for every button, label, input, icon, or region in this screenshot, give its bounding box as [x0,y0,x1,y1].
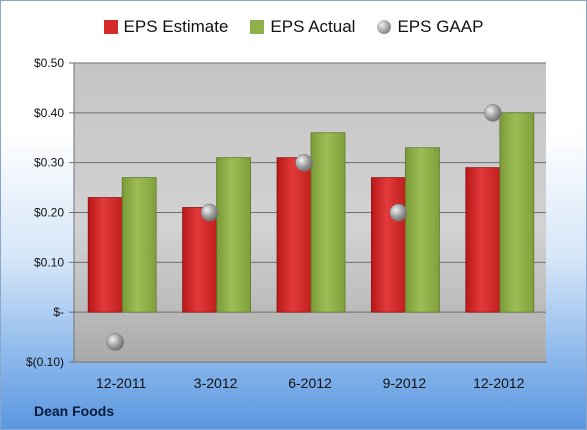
x-tick-label: 12-2011 [96,375,147,391]
bar-eps-actual [310,132,346,313]
bar-eps-actual [499,112,535,313]
y-tick-label: $(0.10) [26,355,64,369]
legend-swatch-eps-estimate [103,20,118,34]
bar-eps-estimate [370,177,406,313]
bar-eps-estimate [87,197,123,313]
bar-eps-estimate [276,157,312,313]
bar-eps-actual [216,157,252,313]
legend-swatch-eps-actual [250,20,265,34]
bar-eps-estimate [465,167,501,313]
bar-eps-actual [121,177,157,313]
legend-item-eps-estimate: EPS Estimate [103,17,229,37]
x-tick-label: 6-2012 [288,375,332,391]
legend-label-eps-gaap: EPS GAAP [397,17,484,36]
y-tick-label: $0.10 [34,255,64,269]
legend-label-eps-estimate: EPS Estimate [123,17,229,36]
marker-eps-gaap [106,333,124,351]
y-tick-label: $0.30 [34,156,64,170]
x-tick-label: 9-2012 [383,375,427,391]
legend-marker-eps-gaap [377,20,392,34]
legend: EPS Estimate EPS Actual EPS GAAP [1,17,586,37]
marker-eps-gaap [484,104,502,122]
y-tick-label: $- [53,305,64,319]
marker-eps-gaap [200,203,219,222]
company-name: Dean Foods [34,403,115,419]
x-tick-label: 12-2012 [473,375,525,391]
y-tick-label: $0.40 [34,106,64,120]
legend-label-eps-actual: EPS Actual [270,17,356,36]
legend-item-eps-gaap: EPS GAAP [377,17,483,37]
marker-eps-gaap [389,203,408,222]
bar-eps-estimate [182,207,218,313]
bar-eps-actual [404,147,440,313]
y-tick-label: $0.50 [34,56,64,70]
marker-eps-gaap [295,153,313,172]
x-tick-label: 3-2012 [194,375,238,391]
legend-item-eps-actual: EPS Actual [250,17,355,37]
y-tick-label: $0.20 [34,206,64,220]
